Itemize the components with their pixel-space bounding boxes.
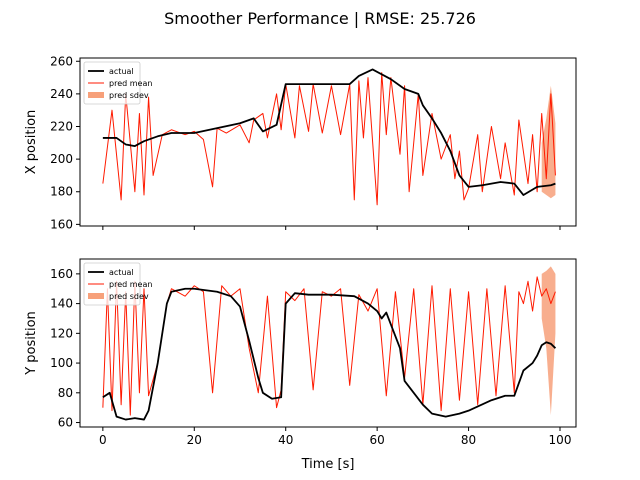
- legend-label-pred-mean: pred mean: [109, 79, 152, 88]
- y-tick-label: 220: [50, 120, 73, 134]
- subplot-x-ylabel: X position: [24, 110, 39, 175]
- legend-swatch-pred-sdev: [88, 293, 104, 299]
- series-pred-mean-line: [102, 276, 556, 416]
- x-tick-label: 0: [99, 433, 107, 447]
- legend-label-actual: actual: [109, 268, 134, 277]
- y-tick-label: 160: [50, 267, 73, 281]
- subplot-x-ticks: 160 180 200 220 240 260: [50, 54, 561, 231]
- subplot-y-ticks: 60 80 100 120 140 160 0 20 40 60 80 100: [50, 267, 571, 447]
- x-axis-label: Time [s]: [301, 457, 355, 472]
- subplot-x-position: 160 180 200 220 240 260 X position actual pred…: [24, 54, 577, 231]
- subplot-x-frame: [79, 57, 577, 227]
- subplot-y-series: [102, 266, 557, 421]
- legend-label-pred-sdev: pred sdev: [109, 292, 149, 301]
- subplot-x-series: [102, 68, 556, 206]
- x-tick-label: 100: [549, 433, 572, 447]
- y-tick-label: 200: [50, 152, 73, 166]
- series-pred-mean-line: [102, 72, 556, 206]
- legend-label-pred-mean: pred mean: [109, 280, 152, 289]
- y-tick-label: 180: [50, 185, 73, 199]
- subplot-y-legend: actual pred mean pred sdev: [83, 262, 152, 306]
- series-pred-sdev-band: [541, 266, 556, 416]
- y-tick-label: 60: [58, 416, 73, 430]
- series-actual-line: [102, 287, 557, 421]
- y-tick-label: 120: [50, 326, 73, 340]
- subplot-x-legend: actual pred mean pred sdev: [83, 61, 152, 105]
- y-tick-label: 140: [50, 297, 73, 311]
- legend-swatch-pred-sdev: [88, 92, 104, 98]
- y-tick-label: 80: [58, 386, 73, 400]
- y-tick-label: 240: [50, 87, 73, 101]
- chart-title: Smoother Performance | RMSE: 25.726: [164, 9, 476, 28]
- y-tick-label: 160: [50, 217, 73, 231]
- x-tick-label: 20: [187, 433, 202, 447]
- y-tick-label: 100: [50, 356, 73, 370]
- series-actual-line: [102, 68, 556, 196]
- x-tick-label: 60: [370, 433, 385, 447]
- subplot-y-ylabel: Y position: [24, 311, 39, 376]
- y-tick-label: 260: [50, 54, 73, 68]
- legend-label-pred-sdev: pred sdev: [109, 91, 149, 100]
- legend-label-actual: actual: [109, 67, 134, 76]
- subplot-y-frame: [79, 258, 577, 428]
- x-tick-label: 80: [461, 433, 476, 447]
- x-tick-label: 40: [278, 433, 293, 447]
